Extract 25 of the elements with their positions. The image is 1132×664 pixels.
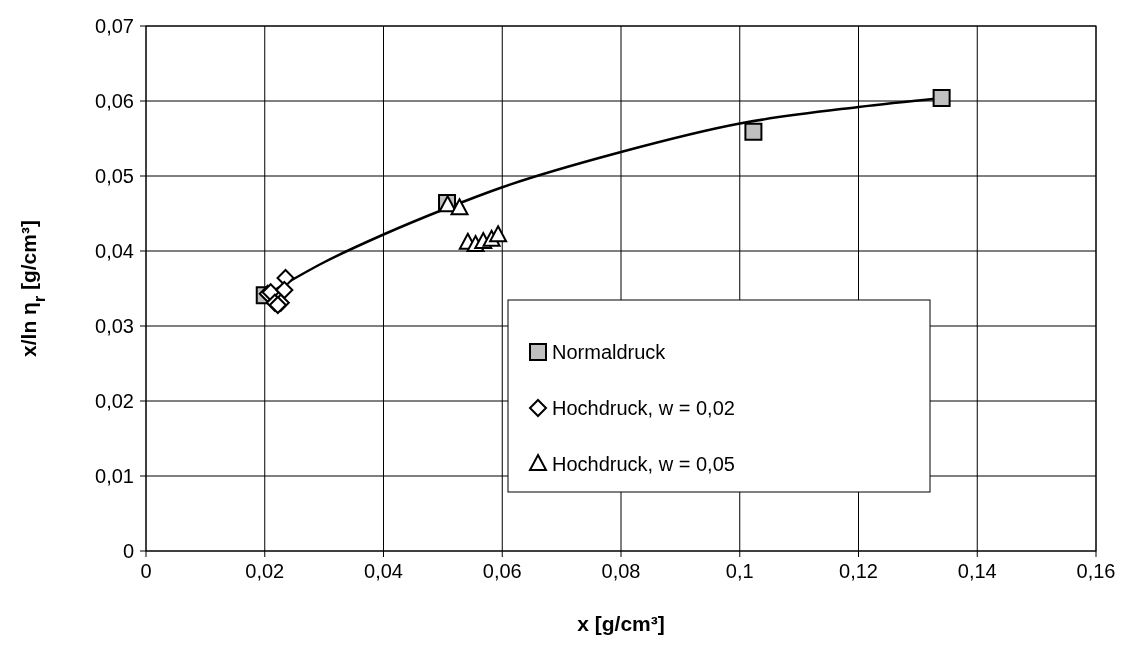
- y-tick-label: 0,02: [95, 390, 134, 412]
- y-tick-label: 0,01: [95, 465, 134, 487]
- x-tick-label: 0,16: [1076, 560, 1116, 582]
- y-tick-label: 0,07: [95, 15, 134, 37]
- y-tick-label: 0,03: [95, 315, 134, 337]
- y-tick-label: 0: [122, 540, 134, 562]
- x-tick-label: 0,02: [245, 560, 285, 582]
- legend-label: Hochdruck, w = 0,02: [552, 397, 735, 419]
- x-tick-label: 0: [140, 560, 152, 582]
- point: [450, 198, 469, 216]
- legend-label: Hochdruck, w = 0,05: [552, 453, 735, 475]
- x-tick-label: 0,14: [957, 560, 997, 582]
- x-tick-label: 0,12: [839, 560, 878, 582]
- y-tick-label: 0,04: [95, 240, 134, 262]
- x-tick-label: 0,1: [725, 560, 754, 582]
- x-tick-label: 0,06: [482, 560, 522, 582]
- x-axis-title: x [g/cm³]: [577, 612, 665, 635]
- x-tick-label: 0,04: [364, 560, 403, 582]
- point: [275, 281, 294, 299]
- y-tick-label: 0,06: [95, 90, 134, 112]
- y-tick-label: 0,05: [95, 165, 134, 187]
- x-tick-label: 0,08: [601, 560, 641, 582]
- point: [489, 225, 508, 243]
- point: [744, 122, 763, 141]
- legend-label: Normaldruck: [552, 341, 667, 363]
